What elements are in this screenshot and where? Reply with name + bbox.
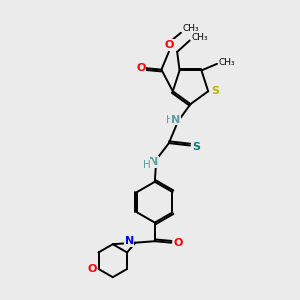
Text: O: O xyxy=(87,264,97,274)
Text: S: S xyxy=(211,85,219,96)
Text: CH₃: CH₃ xyxy=(182,24,199,33)
Text: O: O xyxy=(165,40,174,50)
Text: N: N xyxy=(149,157,158,167)
Text: H: H xyxy=(166,115,173,125)
Text: CH₃: CH₃ xyxy=(218,58,235,67)
Text: N: N xyxy=(171,115,180,125)
Text: O: O xyxy=(136,62,146,73)
Text: H: H xyxy=(143,160,151,170)
Text: N: N xyxy=(125,236,134,246)
Text: S: S xyxy=(193,142,200,152)
Text: O: O xyxy=(173,238,183,248)
Text: CH₃: CH₃ xyxy=(191,33,208,42)
